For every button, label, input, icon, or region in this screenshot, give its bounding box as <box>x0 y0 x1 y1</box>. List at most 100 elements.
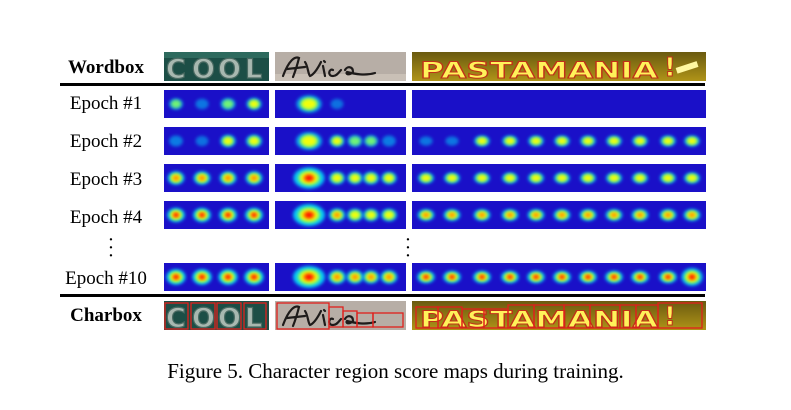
heatmap-epoch-3-pastamania <box>412 164 706 192</box>
top-rule <box>60 83 705 86</box>
heat-blob <box>220 134 236 148</box>
heat-blob <box>246 97 262 111</box>
heat-blob <box>218 269 238 285</box>
heat-blob <box>245 171 263 185</box>
heat-blob <box>604 270 624 284</box>
heat-blob <box>473 172 491 184</box>
heat-blob <box>445 136 459 146</box>
heat-blob <box>380 208 398 222</box>
heat-blob <box>328 208 346 222</box>
heat-blob <box>527 209 545 221</box>
heat-blob <box>362 270 380 284</box>
heat-blob <box>684 135 700 147</box>
heat-blob <box>347 171 363 185</box>
heat-blob <box>244 207 264 223</box>
wordbox-letter: O <box>218 54 241 81</box>
heatmap-epoch-10-alice <box>275 263 406 291</box>
heat-blob <box>220 97 236 111</box>
heatmap-epoch-2-pastamania <box>412 127 706 155</box>
heat-blob <box>659 172 677 184</box>
wordbox-letter: L <box>245 54 262 81</box>
heat-blob <box>193 171 211 185</box>
heat-blob <box>501 172 519 184</box>
heat-blob <box>660 135 676 147</box>
heatmap-epoch-4-pastamania <box>412 201 706 229</box>
ellipsis-right: · · · <box>404 229 412 267</box>
heat-blob <box>552 270 572 284</box>
heat-blob <box>166 207 186 223</box>
charbox-letter: PASTAMANIA <box>420 308 658 330</box>
charbox-letter: ! <box>664 302 676 330</box>
row-label-wordbox: Wordbox <box>67 57 145 78</box>
heatmap-epoch-4-alice <box>275 201 406 229</box>
row-label-epoch-3: Epoch #3 <box>69 169 143 190</box>
heat-blob <box>169 135 183 147</box>
heat-blob <box>443 172 461 184</box>
wordbox-image-alice <box>275 52 406 81</box>
charbox-image-cool: C O O L <box>164 301 269 330</box>
heatmap-epoch-1-cool <box>164 90 269 118</box>
heat-blob <box>329 134 345 148</box>
heatmap-epoch-10-pastamania <box>412 263 706 291</box>
charbox-letter: L <box>245 303 262 330</box>
heat-blob <box>192 269 212 285</box>
heat-blob <box>442 270 462 284</box>
ellipsis-left: · · · <box>107 229 115 267</box>
charbox-rect <box>164 302 189 330</box>
heatmap-epoch-3-alice <box>275 164 406 192</box>
heat-blob <box>166 269 186 285</box>
heatmap-epoch-4-cool <box>164 201 269 229</box>
heat-blob <box>605 172 623 184</box>
bottom-rule <box>60 294 705 297</box>
heat-blob <box>578 270 598 284</box>
heat-blob <box>167 171 185 185</box>
heat-blob <box>168 98 184 110</box>
charbox-letter: O <box>192 303 215 330</box>
heat-blob <box>631 209 649 221</box>
charbox-rect <box>243 302 267 330</box>
heat-blob <box>195 98 209 110</box>
charbox-rect <box>372 312 404 328</box>
heat-blob <box>526 270 546 284</box>
heat-blob <box>417 209 435 221</box>
heat-blob <box>659 209 677 221</box>
wordbox-image-pastamania: PASTAMANIA ! <box>412 52 706 81</box>
heat-blob <box>631 172 649 184</box>
heat-blob <box>527 172 545 184</box>
row-label-epoch-2: Epoch #2 <box>69 131 143 152</box>
heat-blob <box>443 209 461 221</box>
heat-blob <box>293 266 325 288</box>
charbox-image-alice <box>275 301 406 330</box>
heat-blob <box>658 270 678 284</box>
heatmap-epoch-3-cool <box>164 164 269 192</box>
heat-blob <box>553 172 571 184</box>
heat-blob <box>293 167 325 189</box>
heat-blob <box>553 209 571 221</box>
heat-blob <box>219 171 237 185</box>
heat-blob <box>683 209 701 221</box>
heat-blob <box>473 209 491 221</box>
heat-blob <box>382 135 396 147</box>
heat-blob <box>606 135 622 147</box>
heat-blob <box>380 270 398 284</box>
heat-blob <box>328 269 346 285</box>
heat-blob <box>218 207 238 223</box>
heat-blob <box>346 270 364 284</box>
heatmap-epoch-1-alice <box>275 90 406 118</box>
heat-blob <box>245 134 263 148</box>
wordbox-letter: ! <box>664 53 676 81</box>
heat-blob <box>579 209 597 221</box>
heatmap-epoch-2-cool <box>164 127 269 155</box>
heat-blob <box>501 209 519 221</box>
charbox-letter: O <box>218 303 241 330</box>
heat-blob <box>347 134 363 148</box>
heat-blob <box>346 208 364 222</box>
heat-blob <box>502 135 518 147</box>
heat-blob <box>605 209 623 221</box>
heat-blob <box>293 204 325 226</box>
heat-blob <box>363 135 379 147</box>
figure-caption: Figure 5. Character region score maps du… <box>167 359 624 383</box>
heat-blob <box>192 207 212 223</box>
charbox-rect <box>657 302 703 329</box>
